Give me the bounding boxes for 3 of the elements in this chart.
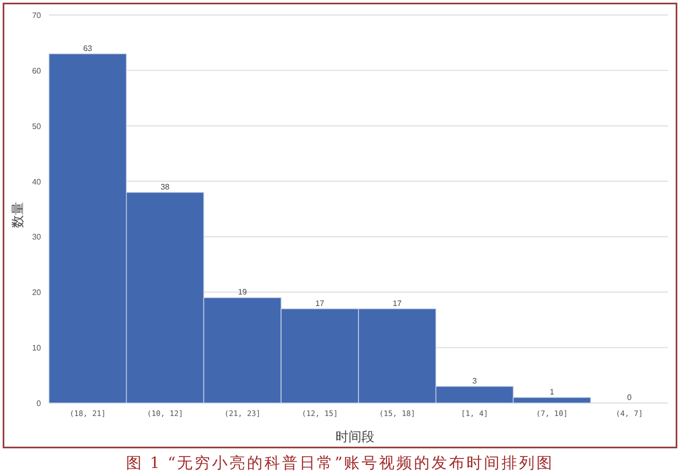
ylabel: 数量	[11, 202, 26, 228]
xlabel: 时间段	[336, 430, 374, 445]
annotation: 图 1 “无穷小亮的科普日常”账号视频的发布时间排列图	[126, 454, 554, 472]
